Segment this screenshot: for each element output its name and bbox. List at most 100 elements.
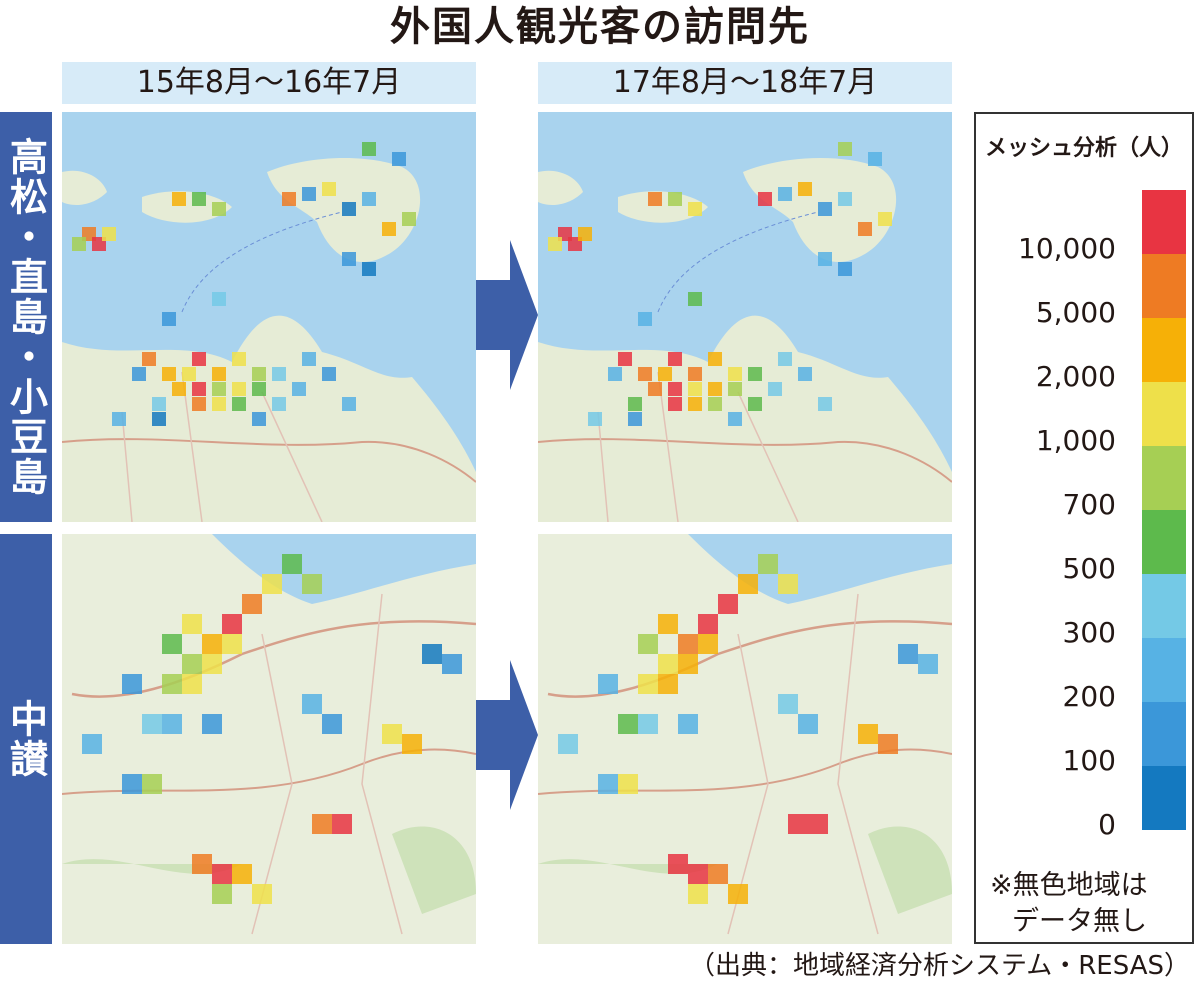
mesh-cell <box>688 884 708 904</box>
mesh-cell <box>382 724 402 744</box>
mesh-cell <box>212 864 232 884</box>
mesh-cell <box>658 367 672 381</box>
mesh-cell <box>182 674 202 694</box>
legend-tick: 200 <box>1062 680 1116 713</box>
mesh-cell <box>332 814 352 834</box>
road <box>538 438 952 483</box>
mesh-cell <box>548 237 562 251</box>
road <box>121 371 323 522</box>
mesh-cell <box>788 814 808 834</box>
mesh-cell <box>688 292 702 306</box>
mesh-cell <box>618 352 632 366</box>
mesh-cell <box>648 382 662 396</box>
legend-color-swatch <box>1142 254 1186 318</box>
legend-color-swatch <box>1142 574 1186 638</box>
mesh-cell <box>798 714 818 734</box>
mesh-cell <box>688 864 708 884</box>
legend-color-swatch <box>1142 638 1186 702</box>
period-header-right: 17年8月〜18年7月 <box>538 62 952 104</box>
mesh-cell <box>142 714 162 734</box>
mesh-cell <box>608 367 622 381</box>
legend-color-swatch <box>1142 766 1186 830</box>
mesh-cell <box>192 382 206 396</box>
mesh-cell <box>172 192 186 206</box>
mesh-cell <box>818 252 832 266</box>
mesh-cell <box>102 227 116 241</box>
map-panel-chusan-after[interactable] <box>538 534 952 944</box>
mesh-cell <box>162 714 182 734</box>
mesh-cell <box>818 202 832 216</box>
mesh-cell <box>728 367 742 381</box>
mesh-cell <box>152 397 166 411</box>
mesh-cell <box>778 352 792 366</box>
mesh-cell <box>638 714 658 734</box>
legend-color-swatch <box>1142 702 1186 766</box>
land-island <box>538 170 583 205</box>
mesh-cell <box>202 714 222 734</box>
mesh-cell <box>262 574 282 594</box>
mesh-cell <box>252 884 272 904</box>
mesh-cell <box>758 554 778 574</box>
mesh-cell <box>598 674 618 694</box>
mesh-cell <box>798 182 812 196</box>
mesh-cell <box>838 192 852 206</box>
mesh-cell <box>212 382 226 396</box>
mesh-cell <box>162 367 176 381</box>
mesh-cell <box>182 654 202 674</box>
mesh-cell <box>362 192 376 206</box>
mesh-cell <box>858 222 872 236</box>
legend-color-swatch <box>1142 382 1186 446</box>
mesh-cell <box>628 412 642 426</box>
mesh-cell <box>382 222 396 236</box>
legend-tick: 0 <box>1098 808 1116 841</box>
legend-tick: 5,000 <box>1035 296 1116 329</box>
mesh-cell <box>778 694 798 714</box>
mesh-cell <box>112 412 126 426</box>
mesh-cell <box>578 227 592 241</box>
mesh-cell <box>598 774 618 794</box>
mesh-cell <box>878 212 892 226</box>
road <box>71 620 476 698</box>
mesh-cell <box>708 864 728 884</box>
mesh-cell <box>192 352 206 366</box>
legend-tick: 100 <box>1062 744 1116 777</box>
mesh-cell <box>698 634 718 654</box>
hills <box>868 826 952 914</box>
mesh-cell <box>658 654 678 674</box>
legend-tick: 700 <box>1062 488 1116 521</box>
mesh-cell <box>638 634 658 654</box>
arrow-right-icon <box>476 660 538 810</box>
region-label-chusan: 中讃 <box>0 534 52 944</box>
ferry-route <box>181 211 343 313</box>
mesh-cell <box>202 654 222 674</box>
mesh-cell <box>162 674 182 694</box>
mesh-cell <box>658 614 678 634</box>
arrow-right-icon <box>476 240 538 390</box>
mesh-cell <box>142 352 156 366</box>
mesh-cell <box>638 312 652 326</box>
mesh-cell <box>648 192 662 206</box>
mesh-cell <box>758 192 772 206</box>
mesh-cell <box>728 412 742 426</box>
period-header-left: 15年8月〜16年7月 <box>62 62 476 104</box>
mesh-cell <box>678 634 698 654</box>
mesh-cell <box>868 152 882 166</box>
map-panel-takamatsu-before[interactable] <box>62 112 476 522</box>
map-panel-chusan-before[interactable] <box>62 534 476 944</box>
legend-note-line: データ無し <box>1012 906 1147 937</box>
legend-tick: 10,000 <box>1018 232 1116 265</box>
mesh-cell <box>678 714 698 734</box>
mesh-cell <box>402 734 422 754</box>
mesh-cell <box>718 594 738 614</box>
mesh-cell <box>778 187 792 201</box>
mesh-cell <box>738 574 758 594</box>
road <box>547 620 952 698</box>
mesh-cell <box>302 352 316 366</box>
mesh-cell <box>172 382 186 396</box>
mesh-cell <box>668 352 682 366</box>
map-panel-takamatsu-after[interactable] <box>538 112 952 522</box>
mesh-cell <box>678 654 698 674</box>
legend-note-line: ※無色地域は <box>990 870 1148 901</box>
mesh-cell <box>362 262 376 276</box>
mesh-cell <box>212 292 226 306</box>
